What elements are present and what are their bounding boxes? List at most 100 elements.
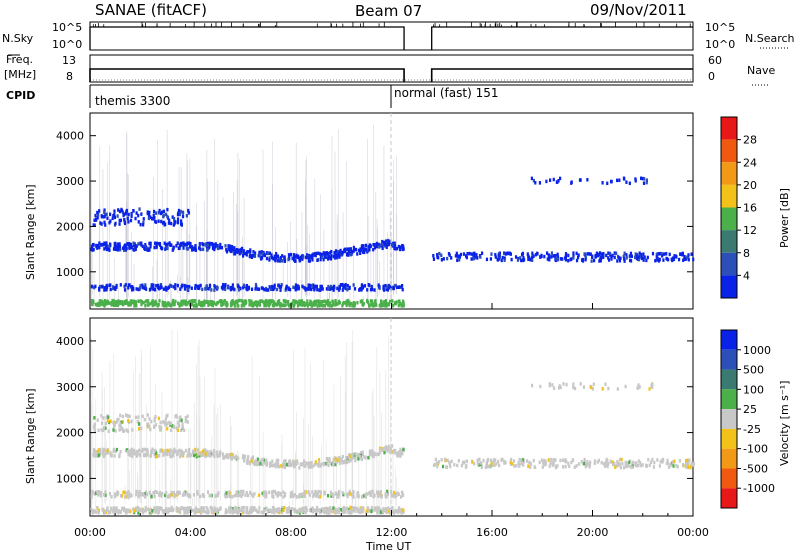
velocity-cell	[177, 490, 180, 494]
power-cell	[259, 299, 262, 303]
velocity-cell	[124, 413, 128, 417]
power-cell	[325, 287, 328, 291]
velocity-cell	[264, 494, 267, 499]
velocity-cell	[341, 507, 345, 511]
power-colorbar-swatch	[721, 275, 737, 298]
power-cell	[261, 286, 264, 291]
velocity-cell	[203, 509, 206, 514]
velocity-cell	[99, 493, 102, 498]
power-cell	[547, 253, 550, 257]
power-cell	[361, 244, 364, 248]
velocity-cell	[129, 509, 132, 514]
power-cell	[185, 246, 188, 251]
velocity-cell	[364, 492, 367, 497]
power-cell	[598, 251, 602, 255]
power-cell	[329, 251, 332, 255]
velocity-cell	[289, 491, 292, 496]
power-cell	[271, 284, 274, 289]
power-cell	[103, 214, 106, 219]
velocity-cell	[362, 509, 365, 514]
velocity-cell	[333, 507, 336, 512]
velocity-cell	[533, 465, 536, 469]
velocity-cell	[261, 491, 264, 496]
velocity-cell	[94, 491, 98, 495]
velocity-cell	[228, 494, 232, 499]
power-ytick-label: 2000	[56, 220, 84, 233]
power-cell	[112, 213, 115, 218]
power-cell	[316, 287, 319, 292]
velocity-cell	[440, 458, 443, 462]
velocity-cell	[98, 490, 101, 495]
velocity-cell	[119, 425, 123, 429]
velocity-cell	[543, 458, 546, 463]
velocity-cell	[347, 459, 351, 464]
velocity-cell	[557, 386, 561, 390]
velocity-cell	[175, 508, 178, 513]
power-cell	[114, 221, 117, 226]
power-cell	[110, 302, 113, 307]
velocity-cell	[316, 507, 319, 512]
power-cell	[379, 299, 383, 303]
velocity-cell	[649, 460, 653, 465]
power-cell	[381, 239, 384, 244]
velocity-cell	[606, 464, 609, 469]
power-cell	[276, 300, 279, 304]
power-cell	[141, 244, 144, 249]
velocity-cell	[166, 452, 169, 457]
velocity-cell	[384, 491, 387, 496]
velocity-cell	[116, 420, 119, 424]
velocity-cell	[186, 414, 189, 418]
velocity-cell	[144, 453, 147, 458]
power-cell	[263, 303, 266, 307]
velocity-cell	[390, 494, 393, 498]
power-cell	[142, 222, 145, 227]
velocity-colorbar-swatch	[721, 330, 737, 350]
power-cell	[371, 303, 374, 308]
velocity-cell	[192, 493, 196, 497]
velocity-cell	[638, 385, 641, 389]
velocity-cell	[361, 506, 364, 510]
velocity-cell	[319, 464, 323, 468]
velocity-cell	[364, 495, 367, 499]
velocity-cell	[177, 507, 180, 511]
power-cell	[455, 251, 458, 256]
velocity-cell	[478, 457, 481, 462]
velocity-cell	[457, 458, 460, 463]
velocity-cell	[240, 494, 243, 499]
power-cell	[596, 253, 599, 258]
velocity-cell	[261, 458, 264, 462]
power-cell	[297, 286, 300, 291]
power-cell	[268, 251, 272, 256]
velocity-cell	[312, 510, 315, 514]
power-cell	[232, 246, 235, 250]
power-cell	[95, 244, 98, 249]
power-cell	[172, 245, 175, 250]
power-cell	[642, 252, 645, 256]
velocity-cell	[209, 454, 212, 458]
power-cell	[321, 303, 325, 308]
velocity-colorbar-swatch	[721, 468, 737, 489]
power-cell	[113, 246, 116, 251]
power-cell	[638, 251, 641, 255]
power-cell	[146, 248, 150, 252]
velocity-cell	[268, 461, 272, 465]
velocity-cell	[310, 461, 313, 465]
velocity-cell	[587, 462, 590, 466]
power-cell	[164, 285, 167, 290]
power-cell	[127, 212, 130, 217]
power-cell	[401, 299, 405, 303]
power-cell	[534, 252, 538, 257]
power-cell	[293, 302, 296, 307]
velocity-cell	[174, 449, 177, 454]
power-ytick-label: 3000	[56, 175, 84, 188]
velocity-cell	[138, 427, 141, 431]
power-cell	[268, 303, 271, 308]
velocity-cell	[282, 490, 285, 494]
power-cell	[255, 284, 258, 289]
power-cell	[277, 302, 281, 306]
power-cell	[373, 288, 376, 292]
power-cell	[248, 250, 251, 254]
velocity-cell	[307, 490, 310, 495]
nsky-panel: N.Sky 10^5 10^0 10^5 10^0 N.Search	[2, 21, 795, 56]
